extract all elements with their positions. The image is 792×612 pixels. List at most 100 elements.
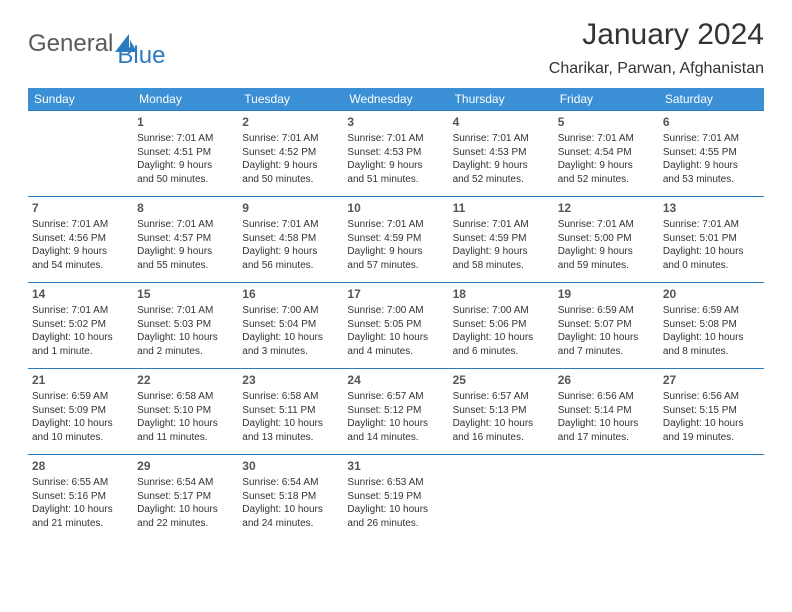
cell-sunrise: Sunrise: 6:54 AM — [242, 476, 339, 490]
day-cell — [554, 455, 659, 541]
cell-sunset: Sunset: 5:09 PM — [32, 404, 129, 418]
day-number: 29 — [137, 458, 234, 474]
day-number: 5 — [558, 114, 655, 130]
day-of-week-row: Sunday Monday Tuesday Wednesday Thursday… — [28, 88, 764, 111]
cell-day1: Daylight: 9 hours — [347, 159, 444, 173]
day-number: 27 — [663, 372, 760, 388]
cell-sunset: Sunset: 4:53 PM — [347, 146, 444, 160]
cell-day2: and 11 minutes. — [137, 431, 234, 445]
day-number: 1 — [137, 114, 234, 130]
day-cell: 21Sunrise: 6:59 AMSunset: 5:09 PMDayligh… — [28, 369, 133, 455]
day-number: 2 — [242, 114, 339, 130]
day-cell — [28, 111, 133, 197]
cell-sunrise: Sunrise: 7:00 AM — [347, 304, 444, 318]
cell-day1: Daylight: 10 hours — [242, 503, 339, 517]
cell-day2: and 8 minutes. — [663, 345, 760, 359]
cell-sunset: Sunset: 5:16 PM — [32, 490, 129, 504]
day-cell: 16Sunrise: 7:00 AMSunset: 5:04 PMDayligh… — [238, 283, 343, 369]
cell-day2: and 22 minutes. — [137, 517, 234, 531]
cell-sunrise: Sunrise: 7:00 AM — [453, 304, 550, 318]
day-number: 18 — [453, 286, 550, 302]
cell-day1: Daylight: 10 hours — [137, 503, 234, 517]
cell-day1: Daylight: 10 hours — [32, 503, 129, 517]
cell-sunset: Sunset: 5:02 PM — [32, 318, 129, 332]
day-cell: 8Sunrise: 7:01 AMSunset: 4:57 PMDaylight… — [133, 197, 238, 283]
week-row: 28Sunrise: 6:55 AMSunset: 5:16 PMDayligh… — [28, 455, 764, 541]
cell-day1: Daylight: 10 hours — [347, 417, 444, 431]
cell-sunrise: Sunrise: 7:01 AM — [137, 132, 234, 146]
cell-sunrise: Sunrise: 6:57 AM — [453, 390, 550, 404]
day-number: 16 — [242, 286, 339, 302]
day-cell: 6Sunrise: 7:01 AMSunset: 4:55 PMDaylight… — [659, 111, 764, 197]
day-number: 8 — [137, 200, 234, 216]
cell-day2: and 7 minutes. — [558, 345, 655, 359]
cell-sunset: Sunset: 4:55 PM — [663, 146, 760, 160]
cell-sunrise: Sunrise: 7:01 AM — [137, 304, 234, 318]
cell-day2: and 6 minutes. — [453, 345, 550, 359]
cell-day1: Daylight: 9 hours — [137, 159, 234, 173]
cell-day2: and 13 minutes. — [242, 431, 339, 445]
day-cell: 14Sunrise: 7:01 AMSunset: 5:02 PMDayligh… — [28, 283, 133, 369]
day-cell: 11Sunrise: 7:01 AMSunset: 4:59 PMDayligh… — [449, 197, 554, 283]
cell-sunrise: Sunrise: 7:01 AM — [242, 218, 339, 232]
week-row: 1Sunrise: 7:01 AMSunset: 4:51 PMDaylight… — [28, 111, 764, 197]
cell-day2: and 52 minutes. — [453, 173, 550, 187]
cell-sunset: Sunset: 5:07 PM — [558, 318, 655, 332]
day-cell: 23Sunrise: 6:58 AMSunset: 5:11 PMDayligh… — [238, 369, 343, 455]
day-cell — [659, 455, 764, 541]
day-number: 9 — [242, 200, 339, 216]
day-number: 14 — [32, 286, 129, 302]
day-number: 26 — [558, 372, 655, 388]
cell-day1: Daylight: 9 hours — [242, 159, 339, 173]
day-cell: 31Sunrise: 6:53 AMSunset: 5:19 PMDayligh… — [343, 455, 448, 541]
day-number: 24 — [347, 372, 444, 388]
cell-sunrise: Sunrise: 6:58 AM — [137, 390, 234, 404]
day-cell — [449, 455, 554, 541]
cell-sunset: Sunset: 5:01 PM — [663, 232, 760, 246]
cell-day1: Daylight: 9 hours — [347, 245, 444, 259]
day-number: 31 — [347, 458, 444, 474]
day-cell: 17Sunrise: 7:00 AMSunset: 5:05 PMDayligh… — [343, 283, 448, 369]
cell-day2: and 58 minutes. — [453, 259, 550, 273]
cell-sunset: Sunset: 5:08 PM — [663, 318, 760, 332]
day-cell: 19Sunrise: 6:59 AMSunset: 5:07 PMDayligh… — [554, 283, 659, 369]
dow-tuesday: Tuesday — [238, 88, 343, 111]
day-number: 15 — [137, 286, 234, 302]
cell-day1: Daylight: 10 hours — [663, 417, 760, 431]
cell-sunset: Sunset: 5:11 PM — [242, 404, 339, 418]
cell-sunset: Sunset: 5:06 PM — [453, 318, 550, 332]
cell-sunset: Sunset: 5:18 PM — [242, 490, 339, 504]
day-cell: 2Sunrise: 7:01 AMSunset: 4:52 PMDaylight… — [238, 111, 343, 197]
cell-day2: and 4 minutes. — [347, 345, 444, 359]
cell-sunset: Sunset: 4:59 PM — [453, 232, 550, 246]
month-title: January 2024 — [549, 18, 764, 52]
day-number: 6 — [663, 114, 760, 130]
cell-sunrise: Sunrise: 7:01 AM — [558, 132, 655, 146]
cell-sunset: Sunset: 4:53 PM — [453, 146, 550, 160]
cell-sunrise: Sunrise: 6:59 AM — [663, 304, 760, 318]
cell-day1: Daylight: 9 hours — [32, 245, 129, 259]
cell-day1: Daylight: 9 hours — [242, 245, 339, 259]
day-number: 23 — [242, 372, 339, 388]
cell-day2: and 21 minutes. — [32, 517, 129, 531]
day-cell: 28Sunrise: 6:55 AMSunset: 5:16 PMDayligh… — [28, 455, 133, 541]
day-cell: 30Sunrise: 6:54 AMSunset: 5:18 PMDayligh… — [238, 455, 343, 541]
day-cell: 12Sunrise: 7:01 AMSunset: 5:00 PMDayligh… — [554, 197, 659, 283]
cell-sunset: Sunset: 5:15 PM — [663, 404, 760, 418]
dow-friday: Friday — [554, 88, 659, 111]
cell-day1: Daylight: 9 hours — [558, 245, 655, 259]
cell-sunrise: Sunrise: 6:58 AM — [242, 390, 339, 404]
cell-day2: and 50 minutes. — [137, 173, 234, 187]
week-row: 14Sunrise: 7:01 AMSunset: 5:02 PMDayligh… — [28, 283, 764, 369]
cell-sunrise: Sunrise: 7:00 AM — [242, 304, 339, 318]
cell-sunset: Sunset: 5:03 PM — [137, 318, 234, 332]
week-row: 7Sunrise: 7:01 AMSunset: 4:56 PMDaylight… — [28, 197, 764, 283]
day-number: 4 — [453, 114, 550, 130]
cell-sunset: Sunset: 4:57 PM — [137, 232, 234, 246]
day-cell: 29Sunrise: 6:54 AMSunset: 5:17 PMDayligh… — [133, 455, 238, 541]
day-cell: 26Sunrise: 6:56 AMSunset: 5:14 PMDayligh… — [554, 369, 659, 455]
cell-day2: and 14 minutes. — [347, 431, 444, 445]
cell-sunrise: Sunrise: 7:01 AM — [32, 304, 129, 318]
dow-thursday: Thursday — [449, 88, 554, 111]
cell-day1: Daylight: 10 hours — [558, 331, 655, 345]
